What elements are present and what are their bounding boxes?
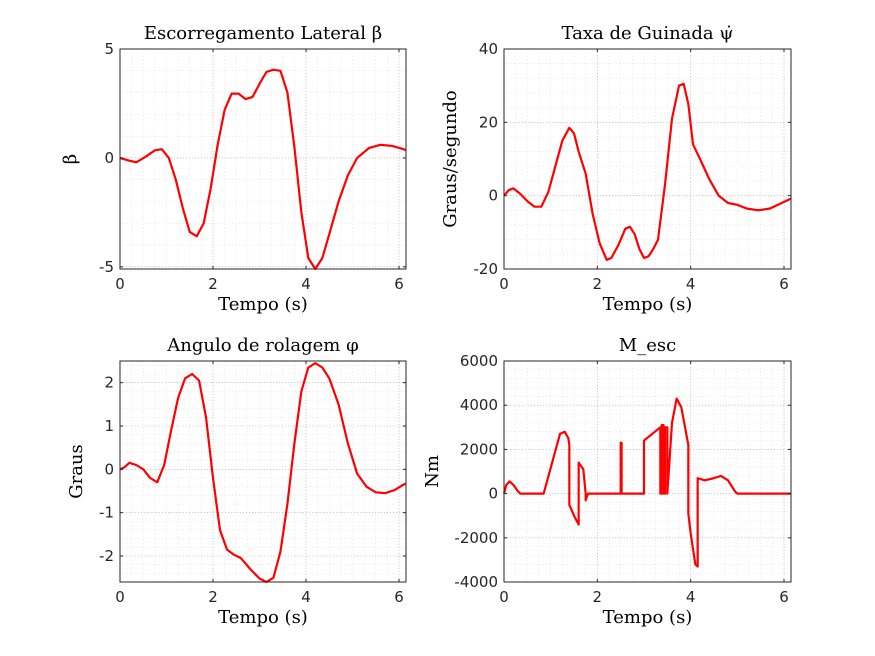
y-tick-label: 0 bbox=[104, 149, 114, 167]
y-tick-label: -1 bbox=[99, 504, 114, 522]
y-tick-label: -2000 bbox=[454, 529, 498, 547]
axes-box bbox=[503, 48, 792, 270]
y-tick-label: -4000 bbox=[454, 573, 498, 591]
data-line-1 bbox=[502, 397, 791, 568]
x-tick-label: 4 bbox=[686, 275, 696, 293]
x-tick-label: 4 bbox=[301, 275, 311, 293]
x-tick-label: 6 bbox=[779, 275, 789, 293]
y-tick-label: 5 bbox=[104, 40, 114, 58]
chart-panel-4: 0 2 4 6 -4000 -2000 0 2000 4000 6000 M_esc Tempo (s… bbox=[422, 335, 792, 628]
x-tick-label: 4 bbox=[686, 588, 696, 606]
y-tick-label: 20 bbox=[479, 113, 498, 131]
x-tick-label: 0 bbox=[499, 275, 509, 293]
y-axis-label: Graus bbox=[66, 444, 87, 499]
y-axis-label: β bbox=[60, 154, 81, 164]
y-tick-label: 0 bbox=[104, 460, 114, 478]
y-tick-label: 6000 bbox=[460, 352, 498, 370]
x-tick-label: 2 bbox=[593, 588, 603, 606]
y-tick-label: 0 bbox=[488, 187, 498, 205]
y-tick-label: -5 bbox=[99, 258, 114, 276]
y-tick-label: -2 bbox=[99, 547, 114, 565]
y-tick-label: -20 bbox=[474, 260, 499, 278]
y-tick-label: 0 bbox=[488, 485, 498, 503]
data-line-1 bbox=[503, 82, 792, 261]
axes-box bbox=[119, 48, 407, 270]
y-tick-label: 1 bbox=[104, 417, 114, 435]
y-tick-label: 4000 bbox=[460, 396, 498, 414]
y-axis-label: Graus/segundo bbox=[440, 90, 461, 228]
chart-title: Taxa de Guinada ψ̇ bbox=[562, 23, 734, 44]
data-line-1 bbox=[119, 362, 407, 584]
y-tick-label: 40 bbox=[479, 40, 498, 58]
x-tick-label: 2 bbox=[593, 275, 603, 293]
x-axis-label: Tempo (s) bbox=[218, 607, 308, 628]
axes-box bbox=[503, 360, 792, 583]
x-tick-label: 6 bbox=[394, 275, 404, 293]
x-tick-label: 6 bbox=[779, 588, 789, 606]
y-tick-label: 2000 bbox=[460, 440, 498, 458]
chart-panel-3: 0 2 4 6 -2 -1 0 1 2 Angulo de rolagem φ Tempo (s) G… bbox=[66, 335, 407, 628]
y-tick-label: 2 bbox=[104, 374, 114, 392]
x-axis-label: Tempo (s) bbox=[603, 294, 693, 315]
chart-title: M_esc bbox=[619, 335, 676, 356]
x-axis-label: Tempo (s) bbox=[603, 607, 693, 628]
x-tick-label: 0 bbox=[115, 275, 125, 293]
axes-box bbox=[119, 360, 407, 583]
x-tick-label: 2 bbox=[208, 588, 218, 606]
x-tick-label: 0 bbox=[499, 588, 509, 606]
x-tick-label: 2 bbox=[208, 275, 218, 293]
x-tick-label: 4 bbox=[301, 588, 311, 606]
chart-title: Escorregamento Lateral β bbox=[144, 23, 382, 44]
data-line-1 bbox=[119, 68, 407, 271]
y-axis-label: Nm bbox=[422, 455, 443, 488]
x-axis-label: Tempo (s) bbox=[218, 294, 308, 315]
x-tick-label: 6 bbox=[394, 588, 404, 606]
chart-title: Angulo de rolagem φ bbox=[166, 335, 358, 356]
x-tick-label: 0 bbox=[115, 588, 125, 606]
